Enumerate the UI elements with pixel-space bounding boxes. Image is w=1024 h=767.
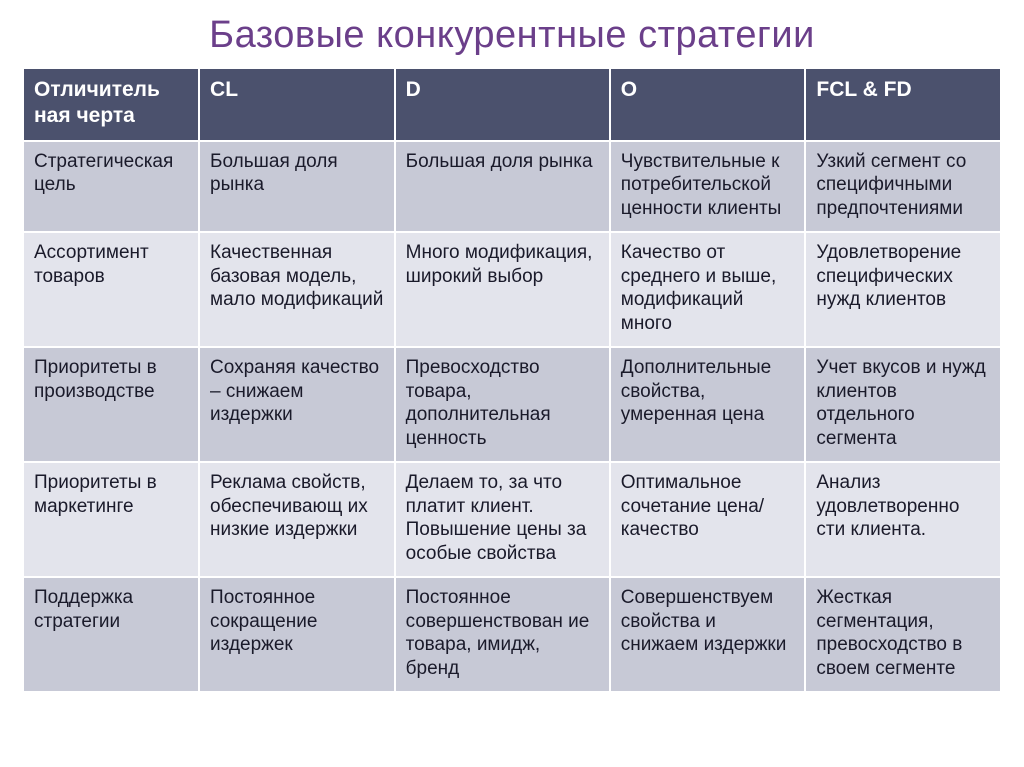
table-cell: Реклама свойств, обеспечивающ их низкие … — [199, 462, 395, 577]
table-header-cell: O — [610, 68, 806, 141]
table-cell: Приоритеты в маркетинге — [23, 462, 199, 577]
table-cell: Большая доля рынка — [395, 141, 610, 232]
table-header-cell: Отличитель ная черта — [23, 68, 199, 141]
table-cell: Жесткая сегментация, превосходство в сво… — [805, 577, 1001, 692]
slide-title: Базовые конкурентные стратегии — [22, 14, 1002, 57]
table-cell: Стратегическая цель — [23, 141, 199, 232]
table-header-cell: CL — [199, 68, 395, 141]
table-row: Ассортимент товаровКачественная базовая … — [23, 232, 1001, 347]
strategies-table: Отличитель ная чертаCLDOFCL & FD Стратег… — [22, 67, 1002, 693]
table-cell: Оптимальное сочетание цена/качество — [610, 462, 806, 577]
table-cell: Качественная базовая модель, мало модифи… — [199, 232, 395, 347]
table-header-cell: FCL & FD — [805, 68, 1001, 141]
table-row: Приоритеты в производствеСохраняя качест… — [23, 347, 1001, 462]
table-cell: Чувствительные к потребительской ценност… — [610, 141, 806, 232]
table-cell: Совершенствуем свойства и снижаем издерж… — [610, 577, 806, 692]
table-cell: Постоянное сокращение издержек — [199, 577, 395, 692]
table-body: Стратегическая цельБольшая доля рынкаБол… — [23, 141, 1001, 692]
table-cell: Дополнительные свойства, умеренная цена — [610, 347, 806, 462]
table-cell: Делаем то, за что платит клиент. Повышен… — [395, 462, 610, 577]
table-cell: Поддержка стратегии — [23, 577, 199, 692]
table-cell: Качество от среднего и выше, модификаций… — [610, 232, 806, 347]
table-cell: Большая доля рынка — [199, 141, 395, 232]
table-cell: Узкий сегмент со специфичными предпочтен… — [805, 141, 1001, 232]
table-row: Приоритеты в маркетингеРеклама свойств, … — [23, 462, 1001, 577]
table-cell: Анализ удовлетворенно сти клиента. — [805, 462, 1001, 577]
table-header-row: Отличитель ная чертаCLDOFCL & FD — [23, 68, 1001, 141]
table-cell: Много модификация, широкий выбор — [395, 232, 610, 347]
table-cell: Постоянное совершенствован ие товара, им… — [395, 577, 610, 692]
slide: Базовые конкурентные стратегии Отличител… — [0, 0, 1024, 767]
table-cell: Сохраняя качество – снижаем издержки — [199, 347, 395, 462]
table-cell: Удовлетворение специфических нужд клиент… — [805, 232, 1001, 347]
table-row: Стратегическая цельБольшая доля рынкаБол… — [23, 141, 1001, 232]
table-cell: Ассортимент товаров — [23, 232, 199, 347]
table-header-cell: D — [395, 68, 610, 141]
table-row: Поддержка стратегииПостоянное сокращение… — [23, 577, 1001, 692]
table-cell: Учет вкусов и нужд клиентов отдельного с… — [805, 347, 1001, 462]
table-cell: Превосходство товара, дополнительная цен… — [395, 347, 610, 462]
table-cell: Приоритеты в производстве — [23, 347, 199, 462]
